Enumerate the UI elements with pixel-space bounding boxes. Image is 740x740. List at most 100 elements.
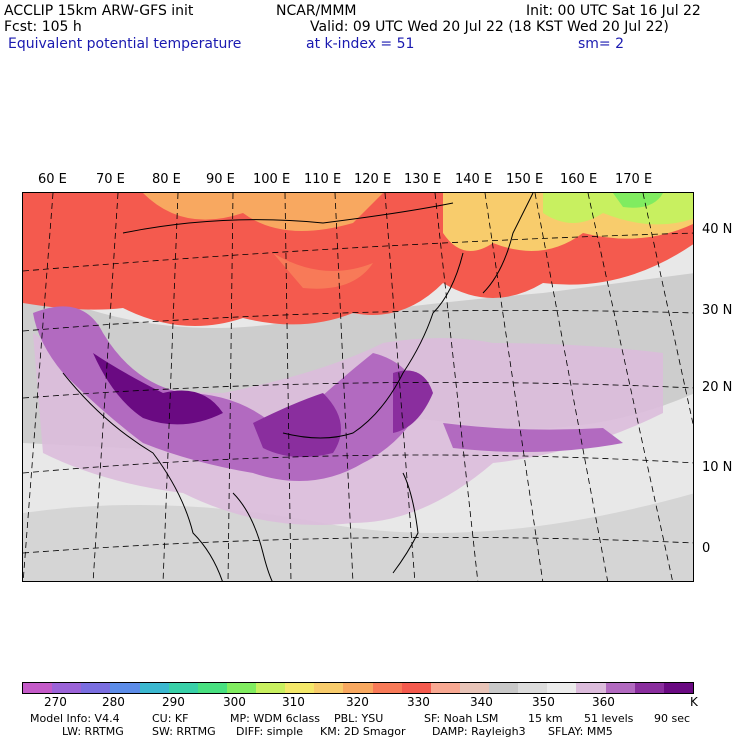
colorbar-segment [81,683,111,693]
lon-line [534,193,609,581]
footer-item: MP: WDM 6class [230,712,320,725]
lat-line [23,536,693,554]
colorbar-segment [168,683,198,693]
lon-label: 110 E [304,172,342,187]
footer-item: 90 sec [654,712,691,725]
footer-item: SFLAY: MM5 [548,725,613,738]
colorbar-tick: 360 [592,695,615,709]
colorbar-segment [139,683,169,693]
border-asia [122,202,454,234]
colorbar-segment [459,683,489,693]
dark-purple-core [253,393,341,457]
init-time: Init: 00 UTC Sat 16 Jul 22 [526,3,701,19]
lon-label: 130 E [404,172,442,187]
colorbar-segment [110,683,140,693]
lon-label: 120 E [354,172,392,187]
lon-label: 90 E [206,172,235,187]
footer-item: DAMP: Rayleigh3 [432,725,526,738]
footer-item: Model Info: V4.4 [30,712,120,725]
lon-line [23,193,54,581]
colorbar-tick: 290 [162,695,185,709]
colorbar-segment [605,683,635,693]
lat-label: 30 N [702,303,733,318]
lon-label: 80 E [152,172,181,187]
lat-line [23,381,693,399]
footer-item: SW: RRTMG [152,725,216,738]
footer-item: 51 levels [584,712,634,725]
valid-time: Valid: 09 UTC Wed 20 Jul 22 (18 KST Wed … [310,19,669,35]
coastlines [62,193,534,581]
forecast-hour: Fcst: 105 h [4,19,82,35]
colorbar-segment [663,683,693,693]
colorbar-segment [576,683,606,693]
lat-line [23,454,693,474]
colorbar-tick: 280 [102,695,125,709]
coastline-philippines [392,472,419,574]
coastline-india [62,372,223,581]
field-name: Equivalent potential temperature [8,36,242,52]
colorbar-segment [285,683,315,693]
lon-label: 170 E [615,172,653,187]
lon-line [434,193,479,581]
coastline-japan [482,193,534,294]
lon-label: 70 E [96,172,125,187]
lat-line [23,309,693,332]
cool-region-green2 [613,193,663,208]
lon-line [162,193,179,581]
model-title: ACCLIP 15km ARW-GFS init [4,3,194,19]
warm-region-orange [143,193,383,231]
medium-purple-band [443,423,623,452]
footer-item: SF: Noah LSM [424,712,499,725]
footer-item: KM: 2D Smagor [320,725,406,738]
lon-line [334,193,354,581]
lon-line [587,193,673,581]
theta-e-field [23,193,693,581]
lon-label: 150 E [506,172,544,187]
lon-line [227,193,234,581]
colorbar-segment [226,683,256,693]
coastline-indochina [232,492,273,581]
footer-item: CU: KF [152,712,189,725]
footer-item: DIFF: simple [236,725,304,738]
colorbar-segment [197,683,227,693]
warm-region-inner [273,253,373,289]
colorbar-segment [547,683,577,693]
lon-label: 160 E [560,172,598,187]
lon-line [484,193,544,581]
colorbar-segment [23,683,53,693]
colorbar-segment [489,683,519,693]
map-panel [22,192,694,582]
lon-line [642,193,693,426]
dark-purple-core [93,353,223,425]
colorbar-tick: 330 [407,695,430,709]
colorbar-tick: 340 [470,695,493,709]
level-index: at k-index = 51 [306,36,415,52]
lon-line [92,193,119,581]
lon-label: 100 E [253,172,291,187]
dark-purple-core [393,370,433,433]
footer-item: 15 km [528,712,563,725]
gray-band-south [23,493,693,581]
colorbar-tick: 320 [346,695,369,709]
colorbar-segment [430,683,460,693]
colorbar-segment [314,683,344,693]
smoothing-label: sm= 2 [578,36,625,52]
colorbar [22,682,694,694]
colorbar-segment [634,683,664,693]
lat-line [23,232,693,272]
colorbar-tick: 270 [44,695,67,709]
footer-item: PBL: YSU [334,712,384,725]
footer-item: LW: RRTMG [62,725,124,738]
lat-label: 20 N [702,380,733,395]
colorbar-segment [343,683,373,693]
lat-label: 40 N [702,222,733,237]
colorbar-tick: 350 [532,695,555,709]
lon-line [384,193,416,581]
coastline-china [282,252,464,439]
colorbar-segment [372,683,402,693]
lat-label: 10 N [702,460,733,475]
colorbar-segment [52,683,82,693]
colorbar-segment [256,683,286,693]
lon-label: 140 E [455,172,493,187]
colorbar-segment [518,683,548,693]
